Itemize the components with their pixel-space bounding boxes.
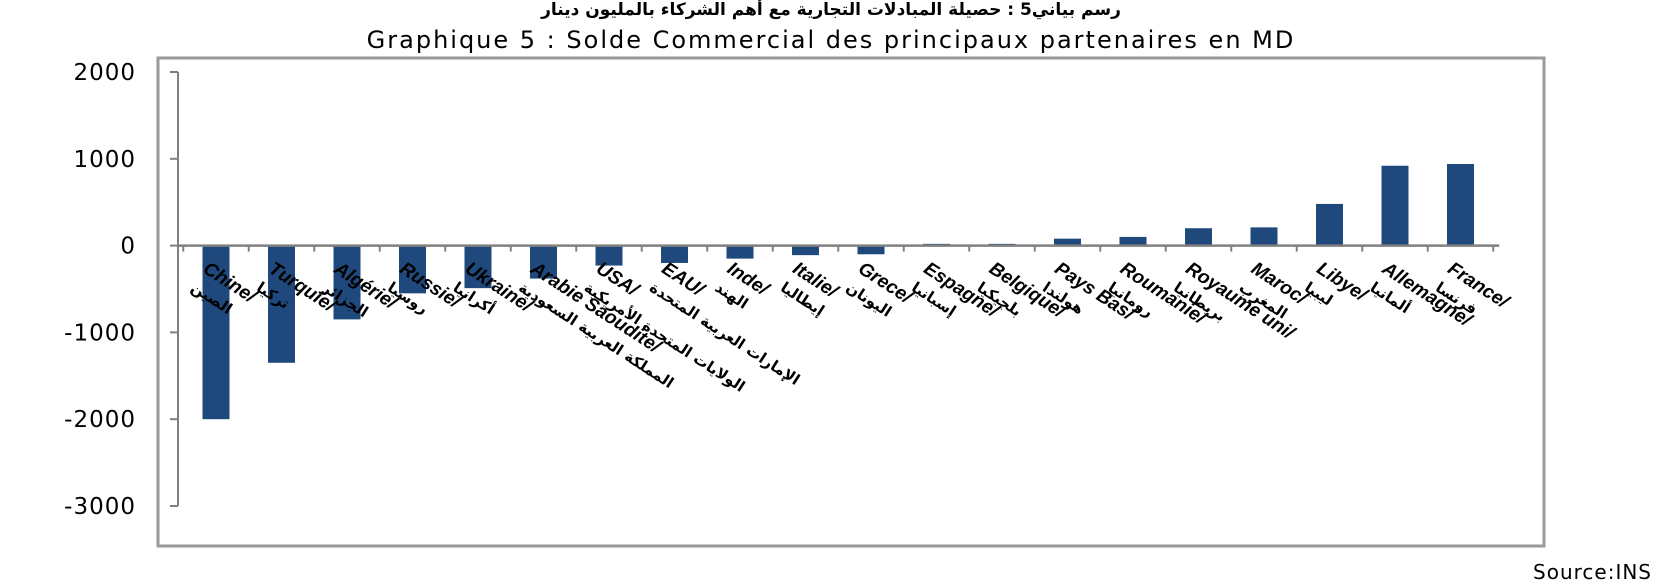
y-tick-label: 0	[120, 234, 136, 260]
category-label: Italie/إيطاليا	[777, 258, 842, 320]
bar	[1054, 238, 1081, 246]
chart-title-arabic: رسم بياني5 : حصيلة المبادلات التجارية مع…	[541, 0, 1121, 20]
bar	[1316, 203, 1343, 246]
category-label: France/فرنسا	[1432, 258, 1513, 318]
bar	[268, 245, 295, 363]
chart-title: Graphique 5 : Solde Commercial des princ…	[366, 26, 1296, 54]
bar	[661, 245, 688, 263]
category-label: Grece/اليونان	[843, 258, 917, 321]
bar	[464, 245, 492, 289]
bar	[1250, 227, 1278, 246]
bar	[202, 245, 230, 420]
bar	[595, 245, 623, 266]
bar	[857, 245, 885, 255]
bar	[1447, 164, 1474, 246]
bar-chart: 2000 1000 0 -1000 -2000 -3000 Chine/الصين Turq…	[64, 56, 1546, 548]
category-labels: Chine/الصين Turquie/تركيا Algérie/الجزائر R…	[188, 258, 1514, 396]
plot-area-border	[156, 56, 1546, 548]
bar	[399, 245, 426, 294]
bar	[726, 245, 754, 259]
y-axis: 2000 1000 0 -1000 -2000 -3000	[64, 60, 179, 520]
category-label: Inde/الهند	[712, 258, 774, 313]
bar	[333, 245, 361, 320]
bar	[530, 245, 557, 279]
bar	[1119, 236, 1147, 246]
bar	[792, 245, 819, 256]
bars	[178, 164, 1500, 420]
y-tick-label: 2000	[73, 60, 136, 86]
y-tick-label: -1000	[64, 320, 136, 346]
y-tick-label: -3000	[64, 494, 136, 520]
source-note: Source:INS	[1533, 560, 1652, 584]
bar	[1185, 228, 1212, 246]
y-tick-label: -2000	[64, 407, 136, 433]
y-tick-label: 1000	[73, 147, 136, 173]
category-label: Libye/ليبيا	[1301, 258, 1371, 309]
bar	[1381, 165, 1409, 246]
